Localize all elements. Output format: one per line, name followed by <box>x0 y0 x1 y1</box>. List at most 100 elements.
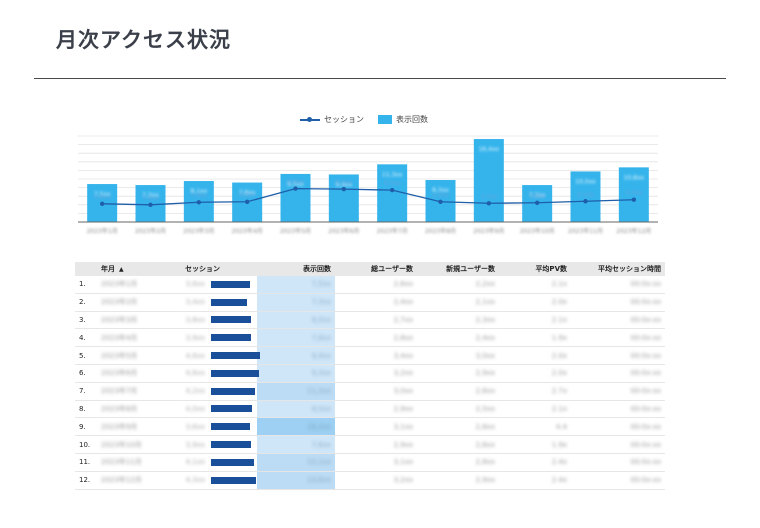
row-views: 9,4xx <box>257 346 335 365</box>
point-sessions <box>293 186 298 191</box>
row-sessions-value: 4,6xx <box>185 351 205 360</box>
header-month-label: 年月 <box>101 265 115 273</box>
table-row[interactable]: 6. 2023年6月 4,6xx 9,3xx 3,2xx 2,9xx 2.0x 00:0x:x… <box>75 364 665 383</box>
row-month: 2023年5月 <box>97 346 181 365</box>
x-tick-label: 2023年1月 <box>87 227 118 235</box>
row-avg-session-time: 00:0x:xx <box>571 346 665 365</box>
row-new-users: 2,8xx <box>417 453 499 472</box>
row-views: 7,5xx <box>257 276 335 294</box>
table-row[interactable]: 1. 2023年1月 3,6xx 7,5xx 2,6xx 2,2xx 2.1x 00:0x:x… <box>75 276 665 294</box>
legend-item-views[interactable]: 表示回数 <box>378 114 428 125</box>
header-sessions[interactable]: セッション <box>181 262 257 276</box>
table-row[interactable]: 9. 2023年9月 3,6xx 16,3xx 3,1xx 2,8xx 4.4 00:0x:x… <box>75 417 665 437</box>
table-row[interactable]: 5. 2023年5月 4,6xx 9,4xx 3,4xx 3,0xx 2.0x 00:0x:x… <box>75 346 665 365</box>
point-data-label: 4,3xx <box>626 190 643 197</box>
point-data-label: 6,3xx <box>384 180 401 187</box>
table-row[interactable]: 11. 2023年11月 4,1xx 10,1xx 3,1xx 2,8xx 2.4x 00:0… <box>75 453 665 472</box>
point-data-label: 6,6xx <box>287 179 304 186</box>
point-data-label: 4,1xx <box>577 191 594 198</box>
header-new-users[interactable]: 新規ユーザー数 <box>417 262 499 276</box>
point-data-label: 3,6xx <box>94 194 111 201</box>
row-index: 11. <box>75 453 97 472</box>
row-sessions-bar <box>211 387 255 395</box>
row-month: 2023年11月 <box>97 453 181 472</box>
row-sessions: 3,4xx <box>181 293 257 312</box>
point-sessions <box>389 187 395 193</box>
row-avg-pv: 2.1x <box>499 311 571 330</box>
row-avg-session-time: 00:0x:xx <box>571 471 665 490</box>
row-views: 7,6xx <box>257 435 335 454</box>
row-sessions: 3,6xx <box>181 417 257 437</box>
row-avg-session-time: 00:0x:xx <box>571 311 665 330</box>
header-total-users[interactable]: 総ユーザー数 <box>335 262 417 276</box>
point-sessions <box>534 200 540 205</box>
row-sessions: 4,2xx <box>181 382 257 401</box>
row-sessions-bar <box>211 298 247 306</box>
point-sessions <box>244 199 250 204</box>
sort-ascending-icon: ▲ <box>119 266 124 273</box>
row-views: 8,0xx <box>257 400 335 419</box>
row-sessions-bar <box>211 423 250 431</box>
row-avg-session-time: 00:0x:xx <box>571 276 665 294</box>
table-row[interactable]: 7. 2023年7月 4,2xx 11,3xx 3,0xx 2,6xx 2.7x 00:0x:… <box>75 382 665 401</box>
row-index: 6. <box>75 364 97 383</box>
header-views[interactable]: 表示回数 <box>257 262 335 276</box>
row-index: 7. <box>75 382 97 401</box>
header-avg-session-time[interactable]: 平均セッション時間 <box>571 262 665 276</box>
row-new-users: 2,6xx <box>417 435 499 454</box>
row-views: 9,3xx <box>257 364 335 383</box>
legend-label-sessions: セッション <box>324 115 364 124</box>
row-sessions-bar <box>211 405 252 413</box>
table-row[interactable]: 10. 2023年10月 3,9xx 7,6xx 2,9xx 2,6xx 1.9x 00:0x… <box>75 435 665 454</box>
x-tick-label: 2023年5月 <box>280 227 311 235</box>
bar-data-label: 9,4xx <box>336 181 353 188</box>
row-sessions-value: 4,6xx <box>185 369 205 378</box>
row-total-users: 2,8xx <box>335 328 417 348</box>
header-avg-pv[interactable]: 平均PV数 <box>499 262 571 276</box>
row-index: 3. <box>75 311 97 330</box>
table-header-row: 年月 ▲ セッション 表示回数 総ユーザー数 新規ユーザー数 平均PV数 平均セッ… <box>75 262 665 276</box>
point-data-label: 3,8xx <box>529 193 546 200</box>
point-sessions <box>99 201 105 206</box>
table-body: 1. 2023年1月 3,6xx 7,5xx 2,6xx 2,2xx 2.1x 00:0x:x… <box>75 276 665 490</box>
row-avg-pv: 4.4 <box>499 417 571 437</box>
row-avg-pv: 2.1x <box>499 276 571 294</box>
table-row[interactable]: 8. 2023年8月 4,0xx 8,0xx 2,9xx 2,5xx 2.1x 00:0x:x… <box>75 400 665 419</box>
point-sessions <box>486 201 492 206</box>
row-avg-pv: 1.9x <box>499 435 571 454</box>
row-new-users: 2,9xx <box>417 364 499 383</box>
point-data-label: 3,9xx <box>191 192 208 199</box>
legend-line-swatch <box>300 116 320 124</box>
row-month: 2023年9月 <box>97 417 181 437</box>
point-sessions <box>341 186 347 192</box>
row-month: 2023年3月 <box>97 311 181 330</box>
x-tick-label: 2023年8月 <box>425 227 456 235</box>
header-month[interactable]: 年月 ▲ <box>97 262 181 276</box>
bar-data-label: 7,3xx <box>529 192 546 199</box>
row-index: 4. <box>75 328 97 348</box>
table-row[interactable]: 4. 2023年4月 3,9xx 7,8xx 2,8xx 2,4xx 1.9x 00:0x:x… <box>75 328 665 348</box>
row-avg-session-time: 00:0x:xx <box>571 417 665 437</box>
bar-data-label: 9,5xx <box>287 181 304 188</box>
row-views: 11,3xx <box>257 382 335 401</box>
row-avg-session-time: 00:0x:xx <box>571 400 665 419</box>
bar-data-label: 8,3xx <box>432 187 449 194</box>
row-sessions: 4,0xx <box>181 400 257 419</box>
table-row[interactable]: 12. 2023年12月 4,3xx 10,6xx 3,2xx 2,9xx 2.4x 00:0… <box>75 471 665 490</box>
row-sessions: 3,9xx <box>181 435 257 454</box>
row-sessions-bar <box>211 280 250 288</box>
bar-data-label: 7,3xx <box>142 192 159 199</box>
row-index: 12. <box>75 471 97 490</box>
row-sessions-bar <box>211 352 260 360</box>
table-row[interactable]: 3. 2023年3月 3,8xx 8,0xx 2,7xx 2,3xx 2.1x 00:0x:x… <box>75 311 665 330</box>
row-sessions-value: 3,9xx <box>185 440 205 449</box>
table-row[interactable]: 2. 2023年2月 3,4xx 7,3xx 2,4xx 2,1xx 2.0x 00:0x:x… <box>75 293 665 312</box>
row-index: 2. <box>75 293 97 312</box>
point-sessions <box>438 199 443 204</box>
bar-data-label: 7,5xx <box>94 191 111 198</box>
legend-item-sessions[interactable]: セッション <box>300 114 364 125</box>
row-sessions-value: 3,6xx <box>185 422 205 431</box>
x-tick-label: 2023年11月 <box>568 227 603 235</box>
point-sessions <box>196 200 202 205</box>
row-sessions-bar <box>211 476 256 484</box>
